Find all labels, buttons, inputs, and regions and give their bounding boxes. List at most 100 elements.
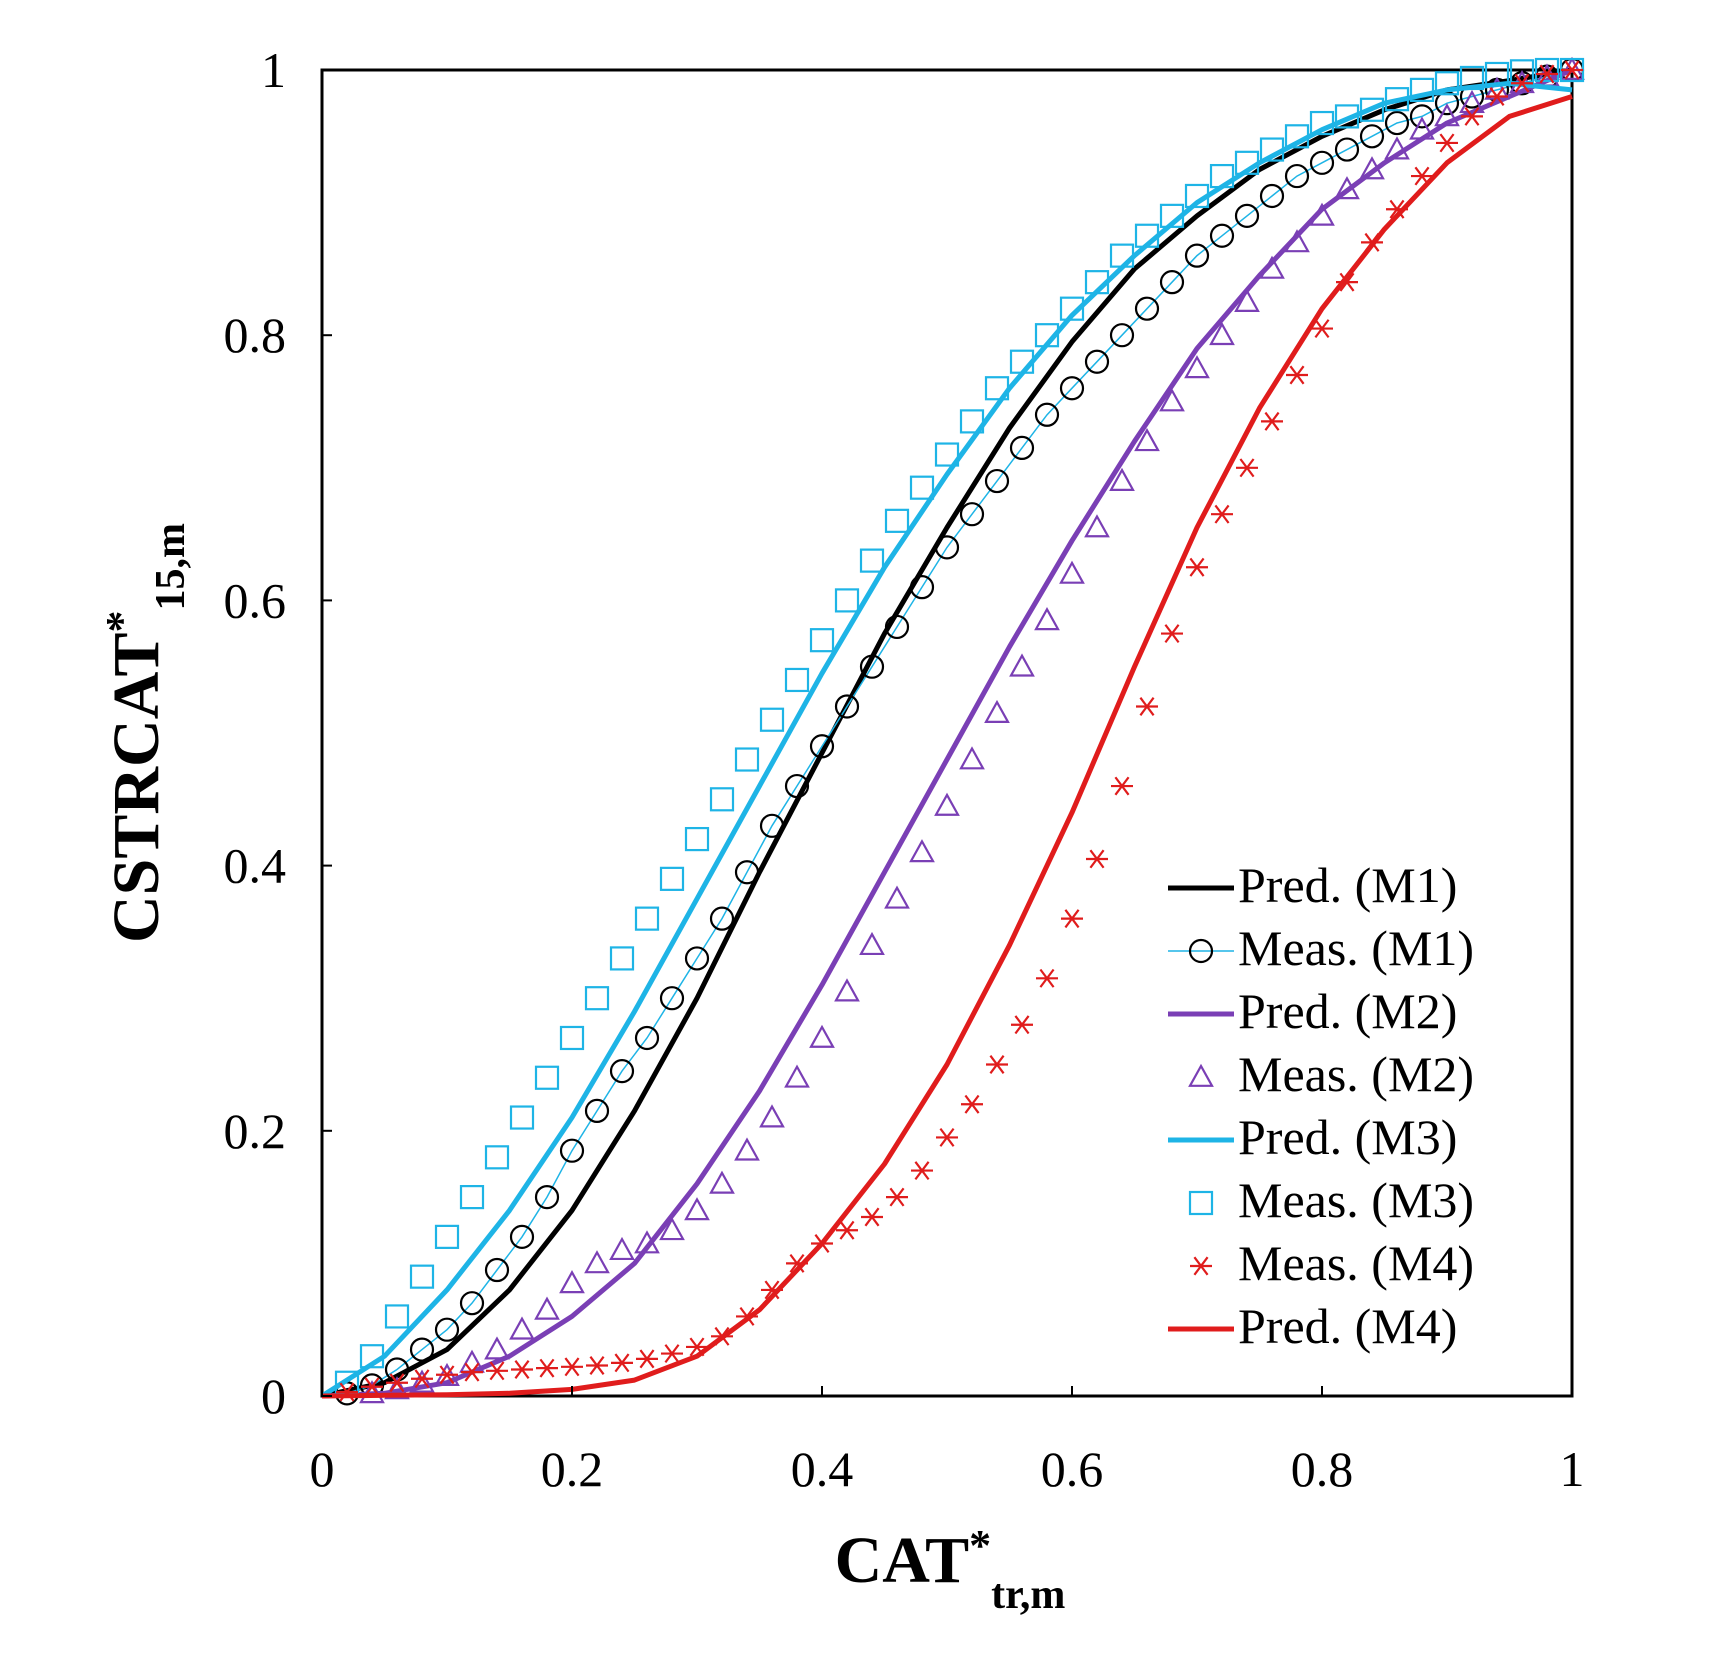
x-tick-label: 0.4 <box>791 1441 854 1497</box>
legend-label: Meas. (M2) <box>1238 1046 1474 1102</box>
data-point <box>1034 607 1060 631</box>
legend-label: Pred. (M1) <box>1238 857 1457 913</box>
data-point <box>934 535 960 560</box>
legend-label: Meas. (M1) <box>1238 920 1474 976</box>
data-point <box>809 734 835 759</box>
data-point <box>359 1344 385 1369</box>
data-point <box>1161 624 1183 644</box>
data-point <box>886 1187 908 1207</box>
legend-label: Pred. (M2) <box>1238 983 1457 1039</box>
data-point <box>1259 255 1285 279</box>
legend-entry: Pred. (M2) <box>1168 983 1457 1039</box>
data-point <box>959 502 985 527</box>
data-point <box>634 1025 660 1051</box>
data-point <box>984 468 1010 494</box>
data-point <box>784 667 810 693</box>
data-point <box>684 1197 710 1221</box>
data-point <box>509 1105 535 1130</box>
data-point <box>484 1336 510 1360</box>
legend-entry: Meas. (M1) <box>1168 920 1474 976</box>
data-point <box>959 409 985 434</box>
series-meas-m4- <box>336 60 1583 1402</box>
data-point <box>561 1357 583 1377</box>
data-point <box>1536 64 1558 84</box>
data-point <box>909 475 935 500</box>
legend-label: Pred. (M4) <box>1238 1298 1457 1354</box>
data-point <box>1334 104 1360 129</box>
legend-entry: Meas. (M4) <box>1190 1235 1474 1291</box>
legend-entry: Pred. (M1) <box>1168 857 1457 913</box>
y-tick-label: 1 <box>261 42 286 98</box>
series-line <box>321 94 1573 1399</box>
data-point <box>1109 323 1135 348</box>
data-point <box>1436 133 1458 153</box>
legend-entry: Meas. (M3) <box>1188 1172 1474 1228</box>
legend-swatch-marker <box>1188 938 1214 964</box>
data-point <box>759 707 785 732</box>
data-point <box>534 1296 560 1320</box>
data-point <box>986 1055 1008 1074</box>
data-point <box>1034 323 1060 348</box>
data-point <box>1384 136 1410 160</box>
data-point <box>834 978 860 1002</box>
data-point <box>1511 73 1533 93</box>
x-tick-label: 1 <box>1560 1441 1585 1497</box>
data-point <box>536 1358 558 1378</box>
data-point <box>1461 106 1483 126</box>
data-point <box>1359 156 1385 180</box>
data-point <box>386 1373 408 1393</box>
data-point <box>409 1369 435 1393</box>
data-point <box>409 1337 435 1362</box>
data-point <box>1409 116 1435 140</box>
data-point <box>584 1098 610 1124</box>
data-point <box>984 699 1010 724</box>
legend: Pred. (M1) Meas. (M1) Pred. (M2) Meas. (M2)… <box>1168 857 1474 1354</box>
legend-label: Pred. (M3) <box>1238 1109 1457 1165</box>
data-point <box>436 1365 458 1385</box>
data-point <box>859 654 885 679</box>
data-point <box>884 508 910 533</box>
data-point <box>1459 65 1485 91</box>
y-tick-label: 0.2 <box>224 1103 287 1159</box>
data-point <box>1036 968 1058 988</box>
data-point <box>511 1360 533 1379</box>
data-point <box>509 1224 535 1249</box>
data-point <box>909 575 935 600</box>
series-connector-line <box>346 69 1573 1395</box>
data-point <box>609 1236 635 1261</box>
data-point <box>559 1025 585 1051</box>
data-point <box>809 628 835 653</box>
data-point <box>611 1353 633 1373</box>
data-point <box>1086 849 1108 869</box>
data-point <box>1486 87 1508 106</box>
data-point <box>434 1317 460 1342</box>
data-point <box>684 946 710 971</box>
series-meas-m1- <box>334 57 1585 1406</box>
data-point <box>1034 402 1060 427</box>
data-point <box>1159 388 1185 412</box>
data-point <box>1061 909 1083 929</box>
data-point <box>784 1064 810 1088</box>
data-point <box>1184 243 1210 268</box>
data-point <box>586 1356 608 1375</box>
series-layer <box>320 56 1585 1406</box>
data-point <box>1059 376 1085 401</box>
data-point <box>709 787 735 812</box>
data-point <box>1111 776 1133 796</box>
data-point <box>411 1369 433 1389</box>
data-point <box>709 1170 735 1194</box>
data-point <box>1236 458 1258 478</box>
data-point <box>534 1065 560 1090</box>
data-point <box>1284 163 1310 189</box>
series-line <box>321 67 1573 1399</box>
data-point <box>661 1344 683 1364</box>
data-point <box>1059 560 1085 584</box>
y-tick-label: 0.4 <box>224 838 287 894</box>
data-point <box>734 860 760 885</box>
data-point <box>1459 89 1485 114</box>
data-point <box>1309 202 1335 226</box>
data-point <box>459 1184 485 1210</box>
legend-entry: Pred. (M3) <box>1168 1109 1457 1165</box>
data-point <box>936 1127 958 1147</box>
y-tick-label: 0 <box>261 1368 286 1424</box>
